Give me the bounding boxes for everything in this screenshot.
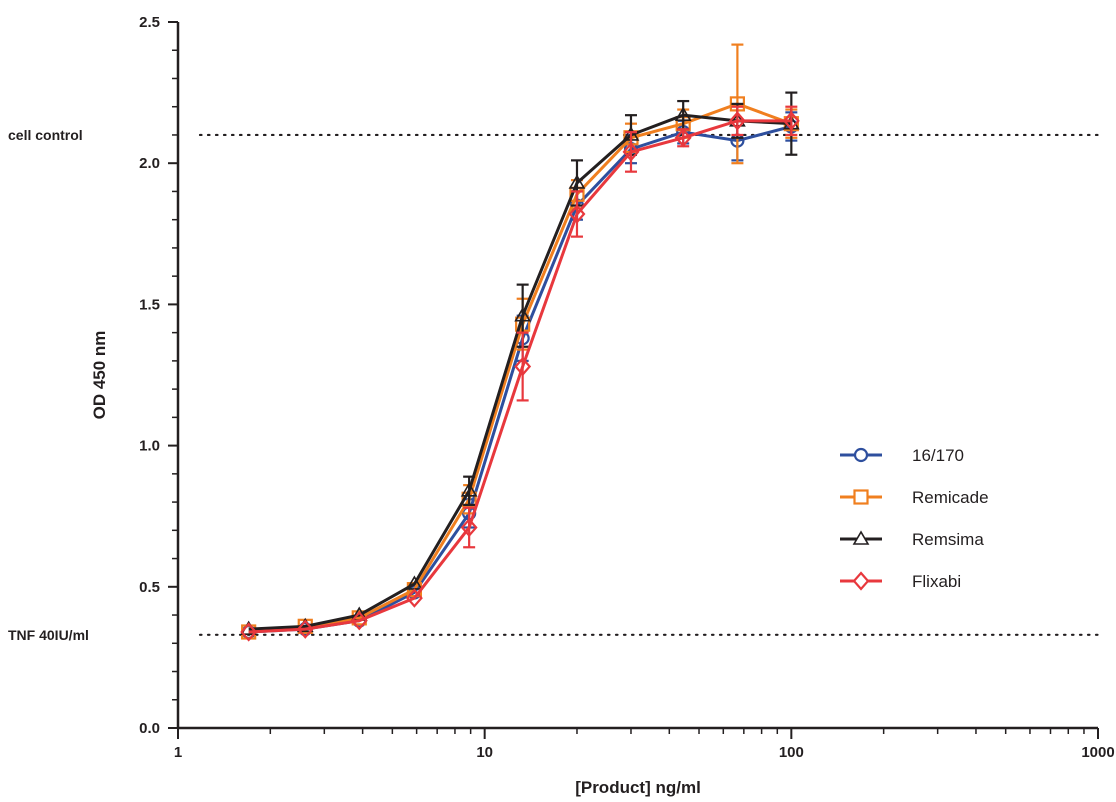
data-point: [782, 111, 800, 131]
legend-label: Remsima: [912, 530, 984, 549]
axes: [176, 22, 1098, 730]
data-point: [514, 307, 532, 322]
x-axis-title: [Product] ng/ml: [575, 778, 701, 797]
legend-marker: [853, 489, 869, 505]
data-point: [674, 106, 692, 121]
y-tick-label: 0.5: [139, 579, 160, 596]
series-line: [248, 119, 792, 634]
reference-line-label: cell control: [8, 127, 83, 143]
legend-entry: 16/170: [840, 446, 964, 465]
data-point: [296, 619, 314, 639]
y-tick-label: 2.0: [139, 155, 160, 172]
legend-label: 16/170: [912, 446, 964, 465]
data-point: [674, 128, 692, 148]
legend-marker: [852, 530, 870, 545]
legend-label: Remicade: [912, 488, 989, 507]
legend-marker: [852, 571, 870, 591]
series: [240, 43, 800, 642]
series-flixabi: [240, 105, 800, 642]
x-tick-label: 10: [476, 744, 493, 761]
legend: 16/170 Remicade Remsima Flixabi: [840, 446, 989, 591]
data-point: [350, 611, 368, 631]
legend-entry: Remicade: [840, 488, 989, 507]
x-tick-label: 100: [779, 744, 804, 761]
data-point: [460, 482, 478, 497]
y-tick-label: 2.5: [139, 14, 160, 31]
data-point: [568, 204, 586, 224]
data-point: [568, 174, 586, 189]
data-point: [514, 356, 532, 377]
legend-entry: Remsima: [840, 530, 984, 549]
ticks: 0.0 0.5 1.0 1.5 2.0 2.5 1 10 100 1000: [139, 14, 1115, 761]
series-line: [248, 113, 792, 631]
data-point: [405, 588, 423, 608]
x-tick-label: 1000: [1081, 744, 1114, 761]
legend-label: Flixabi: [912, 572, 961, 591]
legend-marker: [853, 447, 869, 463]
y-tick-label: 0.0: [139, 720, 160, 737]
legend-entry: Flixabi: [840, 571, 961, 591]
data-point: [728, 111, 746, 131]
x-tick-label: 1: [174, 744, 182, 761]
y-tick-label: 1.0: [139, 438, 160, 455]
data-point: [622, 142, 640, 162]
y-tick-label: 1.5: [139, 296, 160, 313]
reference-line-label: TNF 40IU/ml: [8, 627, 89, 643]
data-point: [240, 622, 258, 642]
y-axis-title: OD 450 nm: [90, 331, 109, 420]
reference-lines: cell control TNF 40IU/ml: [8, 127, 1100, 643]
data-point: [460, 517, 478, 538]
